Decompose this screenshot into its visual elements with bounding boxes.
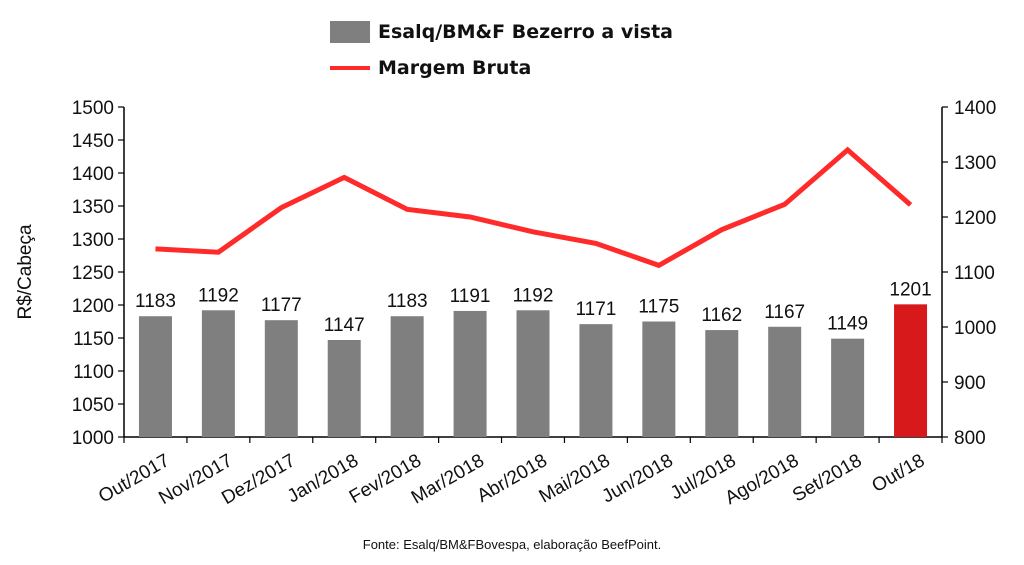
- bar-value-label: 1183: [387, 291, 428, 312]
- y-tick-label-left: 1300: [72, 230, 114, 251]
- bar: [453, 310, 487, 437]
- legend: Esalq/BM&F Bezerro a vista Margem Bruta: [330, 14, 673, 86]
- bar-value-label: 1147: [324, 315, 365, 336]
- bar: [327, 339, 361, 437]
- bar-value-label: 1201: [889, 279, 931, 300]
- bar: [705, 330, 739, 437]
- bar-value-label: 1183: [135, 291, 176, 312]
- y-tick-label-right: 1300: [954, 153, 996, 174]
- x-tick-label: Mar/2018: [408, 450, 488, 508]
- legend-label-bars: Esalq/BM&F Bezerro a vista: [378, 21, 673, 43]
- bar-value-label: 1167: [764, 302, 805, 323]
- source-note: Fonte: Esalq/BM&FBovespa, elaboração Bee…: [362, 537, 662, 552]
- x-tick-label: Abr/2018: [474, 450, 551, 507]
- bar-value-label: 1177: [261, 295, 302, 316]
- bar: [390, 316, 424, 437]
- legend-swatch-bars: [330, 21, 370, 43]
- bar-value-label: 1191: [450, 286, 491, 307]
- legend-item-line: Margem Bruta: [330, 50, 673, 86]
- legend-swatch-line: [330, 66, 370, 70]
- y-tick-label-right: 800: [954, 428, 986, 449]
- bar: [894, 304, 928, 437]
- legend-label-line: Margem Bruta: [378, 57, 532, 79]
- bar: [201, 310, 235, 437]
- y-axis-title: R$/Cabeça: [15, 224, 36, 319]
- y-tick-label-left: 1000: [72, 428, 114, 449]
- y-tick-label-left: 1050: [72, 395, 114, 416]
- bar-value-label: 1192: [513, 285, 554, 306]
- x-tick-label: Out/18: [869, 450, 929, 497]
- bar-value-label: 1171: [575, 299, 616, 320]
- bar: [516, 310, 550, 437]
- y-tick-label-left: 1200: [72, 296, 114, 317]
- y-tick-label-right: 900: [954, 373, 986, 394]
- bar: [138, 316, 172, 437]
- y-tick-label-left: 1400: [72, 164, 114, 185]
- bar: [264, 320, 298, 437]
- bar: [642, 321, 676, 437]
- y-tick-label-right: 1400: [954, 98, 996, 119]
- x-tick-label: Set/2018: [789, 450, 865, 506]
- y-tick-label-left: 1250: [72, 263, 114, 284]
- legend-item-bars: Esalq/BM&F Bezerro a vista: [330, 14, 673, 50]
- y-tick-label-left: 1500: [72, 98, 114, 119]
- bar: [831, 338, 865, 437]
- bar: [768, 326, 802, 437]
- y-tick-label-left: 1450: [72, 131, 114, 152]
- y-tick-label-right: 1200: [954, 208, 996, 229]
- bar-value-label: 1162: [701, 305, 742, 326]
- y-tick-label-right: 1100: [954, 263, 995, 284]
- line-margem-bruta: [155, 146, 913, 269]
- y-tick-label-left: 1350: [72, 197, 114, 218]
- y-tick-label-left: 1100: [73, 362, 114, 383]
- bar-value-label: 1192: [198, 285, 239, 306]
- bar: [579, 324, 613, 437]
- bar-value-label: 1149: [827, 314, 868, 335]
- y-tick-label-left: 1150: [73, 329, 114, 350]
- y-tick-label-right: 1000: [954, 318, 996, 339]
- bar-value-label: 1175: [638, 297, 679, 318]
- x-tick-label: Mai/2018: [536, 450, 614, 507]
- x-tick-label: Jun/2018: [599, 450, 677, 507]
